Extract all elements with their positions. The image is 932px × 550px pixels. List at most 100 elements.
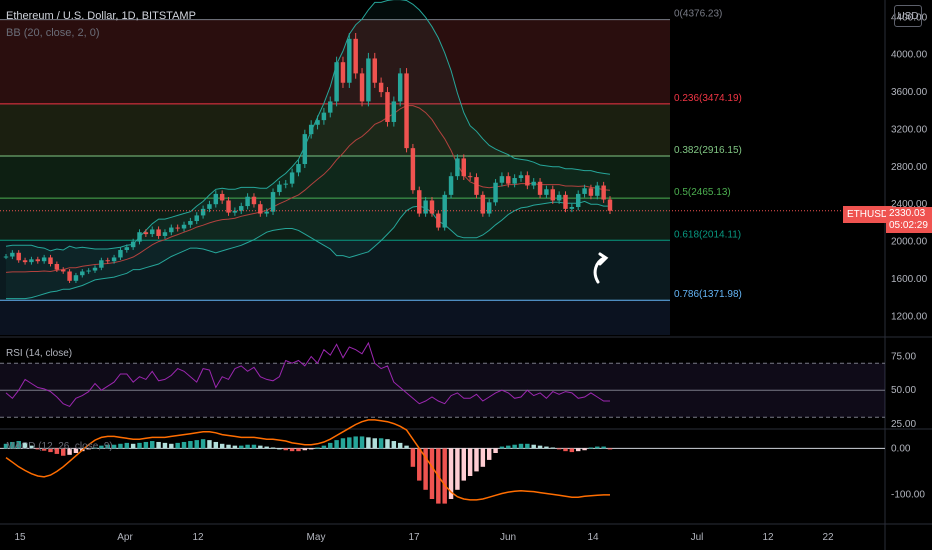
candle-body bbox=[417, 190, 422, 214]
macd-histogram-bar bbox=[73, 448, 79, 453]
macd-histogram-bar bbox=[48, 448, 53, 453]
candle-body bbox=[35, 259, 41, 262]
candle-body bbox=[29, 259, 34, 263]
macd-histogram-bar bbox=[105, 444, 110, 449]
candle-body bbox=[359, 73, 365, 102]
rsi-line bbox=[5, 341, 610, 408]
macd-signal-line bbox=[5, 419, 610, 501]
macd-histogram-bar bbox=[150, 441, 155, 449]
macd-histogram-bar bbox=[251, 444, 257, 449]
candle-body bbox=[124, 247, 130, 250]
candle-body bbox=[334, 62, 339, 102]
candle-body bbox=[372, 58, 377, 83]
macd-histogram-bar bbox=[417, 448, 422, 481]
macd-histogram-bar bbox=[258, 445, 263, 449]
candle-body bbox=[512, 178, 517, 184]
macd-histogram-bar bbox=[29, 445, 34, 449]
macd-histogram-bar bbox=[595, 446, 600, 449]
macd-histogram-bar bbox=[270, 447, 276, 449]
candle-body bbox=[54, 263, 60, 270]
x-tick-label: Jun bbox=[500, 532, 516, 543]
candle-body bbox=[347, 38, 352, 83]
x-tick-label: 17 bbox=[408, 532, 420, 543]
candle-body bbox=[3, 256, 9, 258]
candle-body bbox=[245, 196, 250, 207]
countdown-value: 05:02:29 bbox=[889, 220, 928, 231]
candle-body bbox=[308, 124, 314, 135]
macd-histogram-bar bbox=[194, 440, 199, 449]
candle-body bbox=[404, 73, 409, 149]
macd-histogram-bar bbox=[296, 448, 301, 452]
candle-body bbox=[169, 227, 174, 233]
candle-body bbox=[448, 176, 454, 195]
macd-histogram-bar bbox=[525, 443, 530, 449]
indicator-label: BB (20, close, 2, 0) bbox=[6, 27, 100, 39]
macd-histogram-bar bbox=[588, 447, 594, 449]
candle-body bbox=[537, 181, 543, 195]
fib-zone bbox=[0, 198, 670, 241]
candle-body bbox=[207, 204, 212, 209]
macd-histogram-bar bbox=[531, 444, 536, 449]
y-tick-label: 1200.00 bbox=[891, 311, 928, 322]
candle-body bbox=[499, 176, 505, 183]
macd-histogram-bar bbox=[67, 448, 72, 455]
macd-histogram-bar bbox=[111, 444, 117, 449]
macd-histogram-bar bbox=[302, 448, 308, 451]
macd-histogram-bar bbox=[467, 448, 473, 476]
macd-tick-label: -100.00 bbox=[891, 489, 925, 500]
macd-histogram-bar bbox=[493, 448, 498, 453]
x-tick-label: Apr bbox=[117, 532, 133, 543]
y-tick-label: 2000.00 bbox=[891, 237, 928, 248]
chart-title: Ethereum / U.S. Dollar, 1D, BITSTAMP bbox=[6, 10, 196, 22]
candle-body bbox=[588, 188, 594, 196]
candle-body bbox=[60, 269, 66, 272]
y-tick-label: 3200.00 bbox=[891, 124, 928, 135]
macd-histogram-bar bbox=[391, 441, 397, 449]
candle-body bbox=[277, 184, 282, 193]
macd-histogram-bar bbox=[410, 448, 416, 467]
macd-histogram-bar bbox=[347, 437, 352, 449]
fib-level-label: 0.786(1371.98) bbox=[674, 289, 742, 300]
candle-body bbox=[525, 175, 530, 186]
macd-histogram-bar bbox=[175, 442, 180, 449]
candle-body bbox=[111, 257, 117, 262]
candle-body bbox=[48, 257, 53, 264]
candle-body bbox=[366, 58, 371, 102]
candle-body bbox=[328, 101, 333, 113]
candle-body bbox=[302, 134, 308, 165]
candle-body bbox=[296, 164, 301, 173]
x-tick-label: 15 bbox=[14, 532, 26, 543]
candle-body bbox=[518, 175, 524, 179]
macd-histogram-bar bbox=[334, 440, 339, 449]
macd-histogram-bar bbox=[474, 448, 479, 472]
candle-body bbox=[162, 232, 168, 236]
currency-button[interactable]: USD bbox=[894, 5, 922, 27]
candle-body bbox=[506, 176, 511, 184]
fib-zone bbox=[0, 103, 670, 156]
candle-body bbox=[563, 194, 568, 209]
fib-zone bbox=[0, 155, 670, 199]
fib-level-label: 0.618(2014.11) bbox=[674, 229, 741, 240]
macd-histogram-bar bbox=[328, 442, 333, 449]
macd-histogram-bar bbox=[455, 448, 460, 490]
candle-body bbox=[194, 215, 199, 222]
x-tick-label: May bbox=[307, 532, 326, 543]
bollinger-basis bbox=[5, 105, 611, 273]
macd-histogram-bar bbox=[99, 445, 104, 449]
candle-body bbox=[16, 252, 21, 261]
fib-level-label: 0(4376.23) bbox=[674, 9, 722, 20]
candle-body bbox=[385, 92, 390, 122]
candle-body bbox=[150, 229, 155, 235]
macd-histogram-bar bbox=[315, 447, 320, 449]
macd-histogram-bar bbox=[506, 445, 511, 449]
candle-body bbox=[353, 38, 358, 74]
macd-histogram-bar bbox=[563, 448, 568, 452]
macd-histogram-bar bbox=[118, 443, 123, 449]
x-tick-label: Jul bbox=[691, 532, 704, 543]
macd-histogram-bar bbox=[607, 448, 613, 450]
candle-body bbox=[410, 148, 416, 191]
candle-body bbox=[181, 224, 187, 229]
x-tick-label: 14 bbox=[587, 532, 599, 543]
macd-histogram-bar bbox=[486, 448, 492, 460]
